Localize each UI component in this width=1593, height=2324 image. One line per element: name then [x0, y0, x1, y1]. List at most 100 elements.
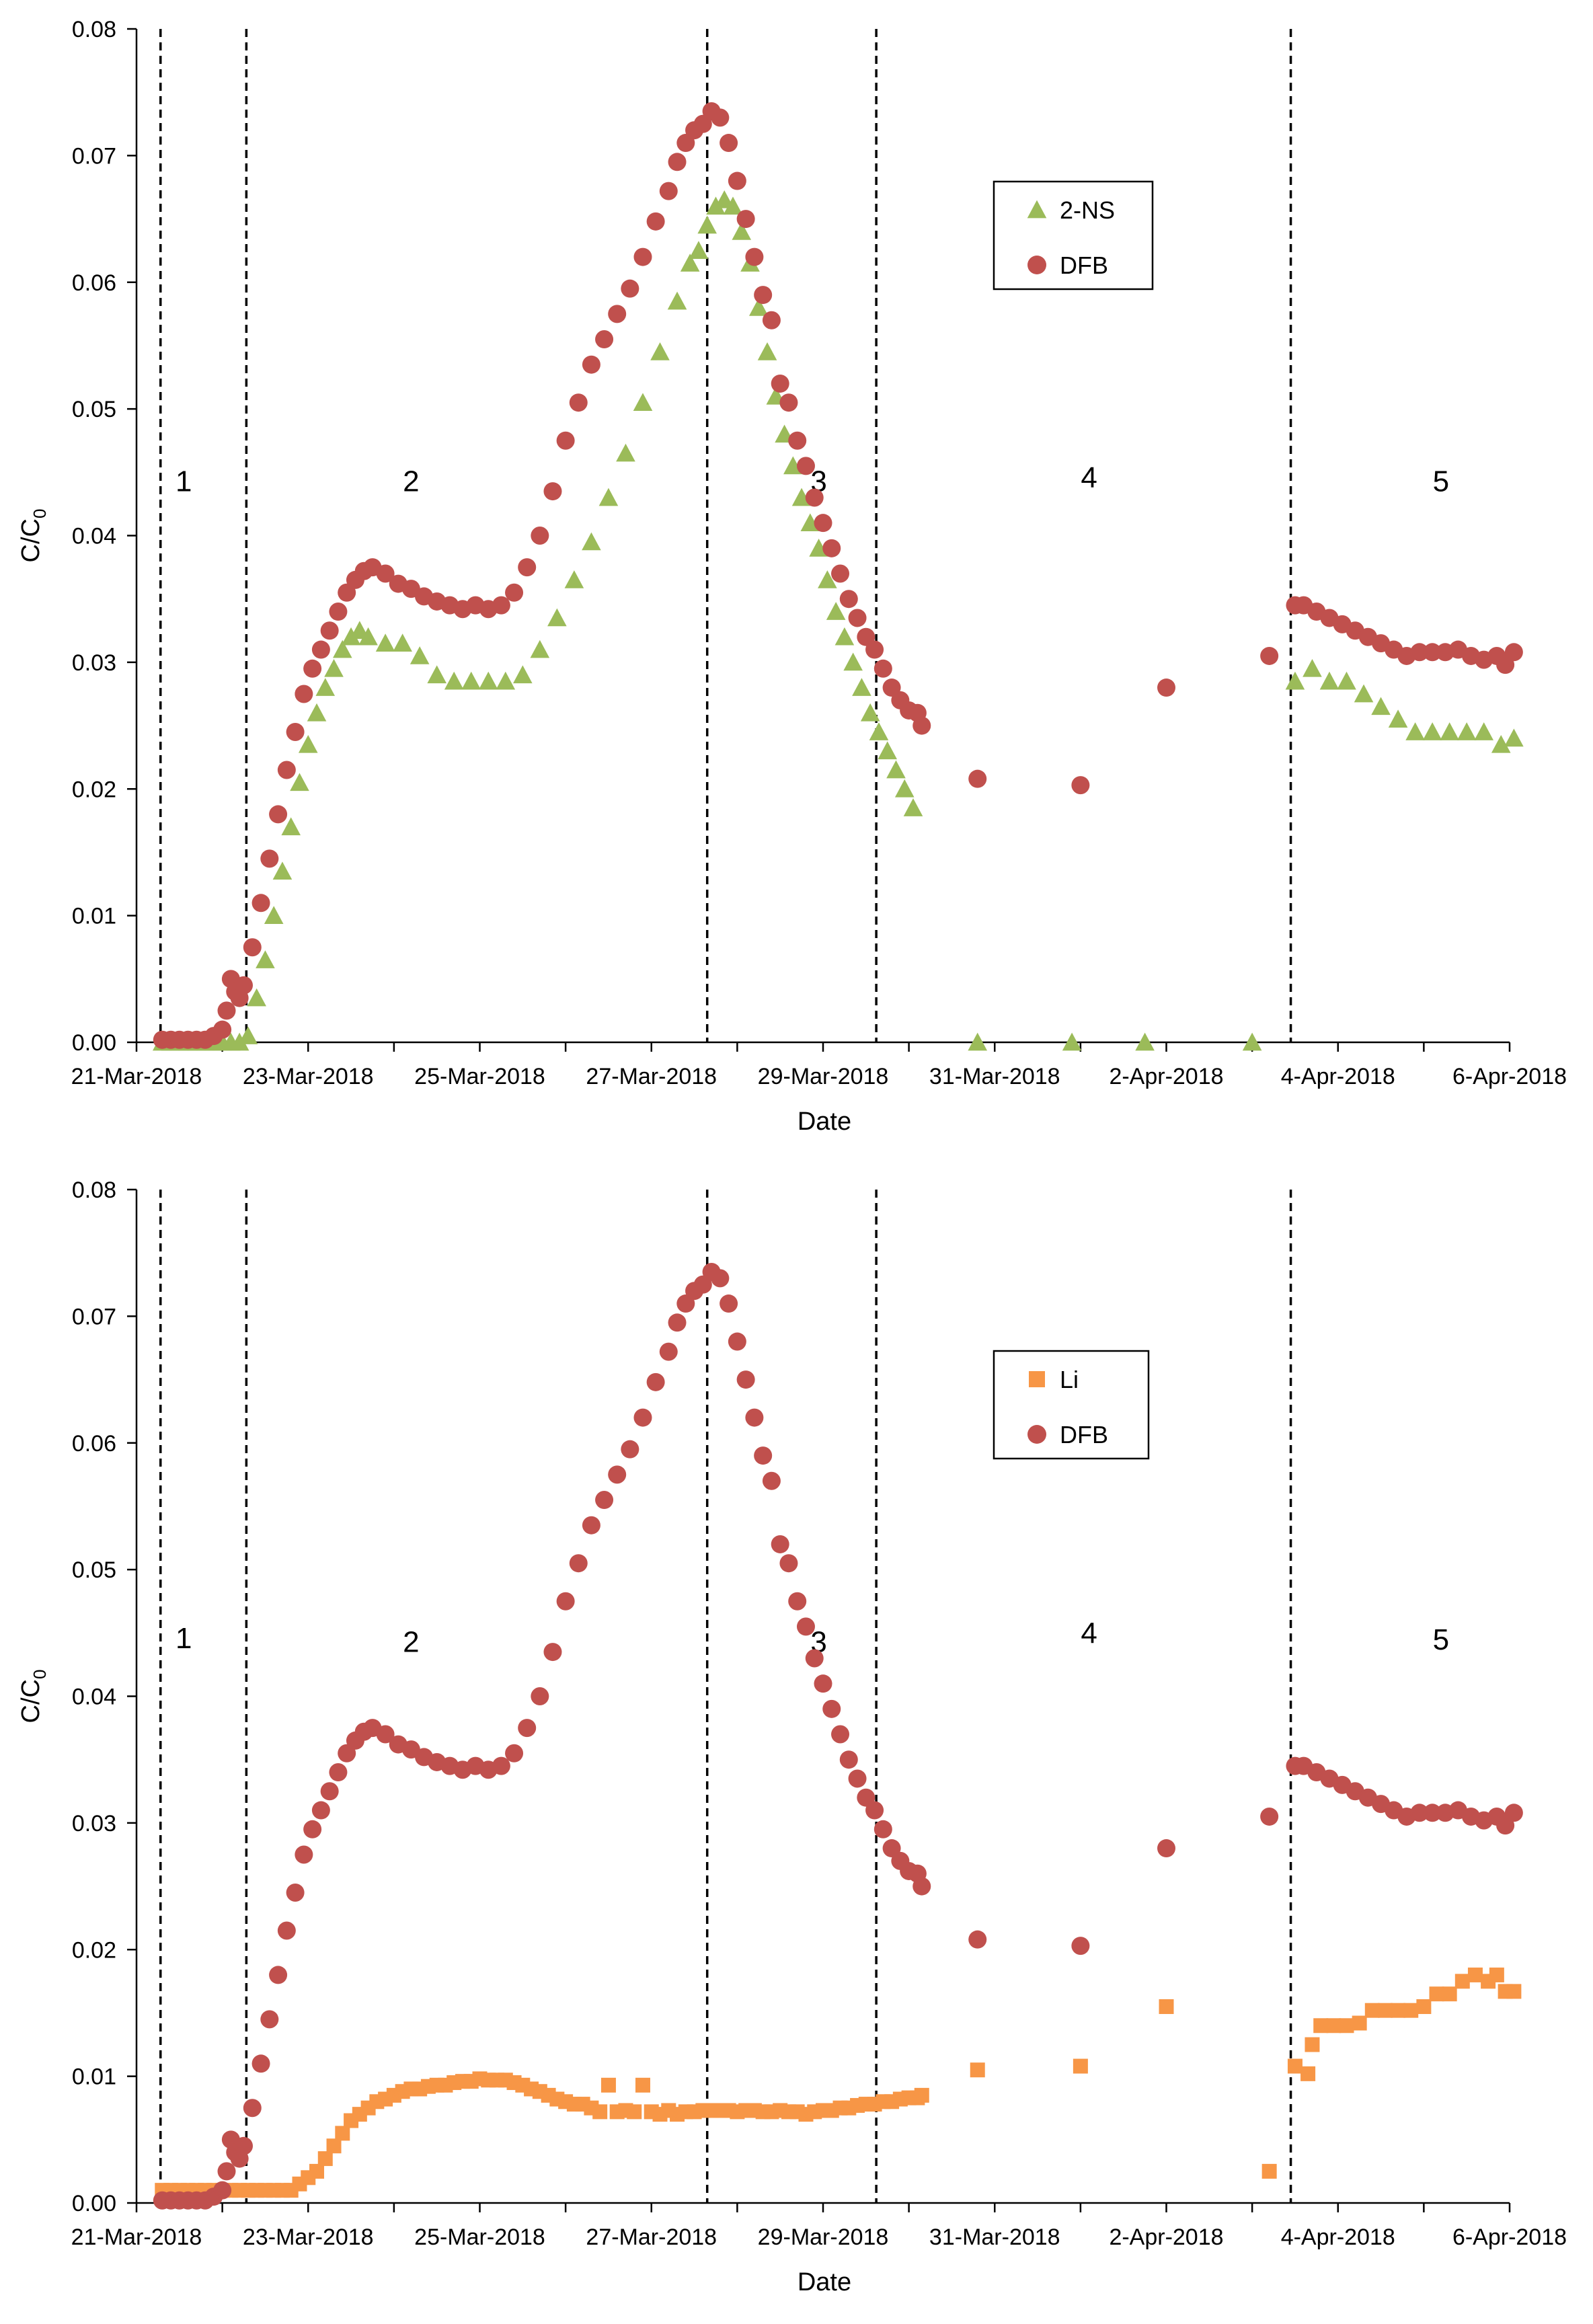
- data-point: [814, 1674, 832, 1693]
- data-point: [970, 2062, 985, 2078]
- data-point: [1305, 2037, 1320, 2052]
- data-point: [667, 291, 687, 310]
- data-point: [621, 279, 639, 298]
- data-point: [771, 1535, 789, 1553]
- data-point: [903, 798, 923, 816]
- data-point: [826, 602, 846, 620]
- legend-marker: [1027, 1425, 1046, 1444]
- data-point: [796, 1617, 815, 1636]
- data-point: [1159, 1999, 1174, 2015]
- data-point: [1157, 679, 1175, 697]
- data-point: [247, 988, 266, 1007]
- data-point: [693, 1275, 712, 1294]
- data-point: [1454, 1974, 1470, 1989]
- series-li: [155, 1967, 1522, 2198]
- y-tick-label: 0.01: [72, 2064, 116, 2090]
- y-tick-label: 0.05: [72, 397, 116, 422]
- data-point: [723, 196, 743, 215]
- data-point: [646, 1372, 665, 1391]
- data-point: [564, 570, 584, 588]
- data-point: [1410, 1804, 1429, 1822]
- data-point: [635, 2077, 650, 2093]
- data-point: [531, 527, 549, 545]
- y-tick-label: 0.08: [72, 1177, 116, 1203]
- data-point: [243, 2099, 262, 2118]
- data-point: [1071, 776, 1090, 795]
- data-point: [311, 1801, 330, 1820]
- data-point: [492, 1756, 510, 1775]
- data-point: [213, 2181, 232, 2200]
- data-point: [235, 976, 254, 995]
- data-point: [720, 1294, 738, 1313]
- data-point: [621, 1440, 639, 1459]
- y-tick-label: 0.03: [72, 650, 116, 676]
- data-point: [1285, 671, 1305, 690]
- data-point: [492, 596, 510, 615]
- data-point: [286, 722, 305, 741]
- data-point: [650, 342, 670, 360]
- data-point: [1377, 2003, 1393, 2018]
- data-point: [805, 488, 824, 507]
- data-point: [213, 1020, 232, 1039]
- data-point: [1405, 722, 1425, 740]
- phase-label: 5: [1433, 465, 1449, 498]
- data-point: [1474, 722, 1494, 740]
- data-point: [295, 685, 313, 703]
- data-point: [1371, 697, 1391, 715]
- data-point: [264, 906, 284, 924]
- legend-label: DFB: [1060, 1421, 1108, 1448]
- y-tick-label: 0.03: [72, 1811, 116, 1836]
- data-point: [531, 1687, 549, 1705]
- x-tick-label: 23-Mar-2018: [243, 1064, 374, 1089]
- data-point: [822, 1699, 841, 1718]
- data-point: [1261, 2163, 1277, 2179]
- data-point: [269, 805, 288, 824]
- data-point: [338, 1744, 356, 1763]
- data-point: [608, 1465, 627, 1484]
- data-point: [309, 2163, 325, 2179]
- y-axis-title: C/C0: [17, 509, 50, 563]
- data-point: [831, 564, 850, 583]
- data-point: [711, 108, 730, 127]
- x-tick-label: 21-Mar-2018: [71, 1064, 202, 1089]
- data-point: [912, 1877, 931, 1896]
- y-tick-label: 0.02: [72, 777, 116, 802]
- data-point: [914, 2087, 929, 2103]
- data-point: [251, 894, 270, 913]
- data-point: [326, 2138, 342, 2154]
- data-point: [728, 1332, 746, 1351]
- data-point: [882, 679, 901, 697]
- y-tick-label: 0.06: [72, 270, 116, 296]
- data-point: [582, 532, 601, 551]
- data-point: [1496, 1816, 1515, 1835]
- data-point: [427, 665, 446, 684]
- data-point: [1260, 646, 1279, 665]
- data-point: [582, 1516, 600, 1535]
- data-point: [834, 627, 855, 646]
- data-point: [788, 1592, 807, 1611]
- x-tick-label: 29-Mar-2018: [758, 2224, 889, 2250]
- data-point: [286, 1883, 305, 1902]
- data-point: [320, 1782, 339, 1801]
- data-point: [616, 443, 635, 462]
- data-point: [582, 355, 600, 374]
- series-dfb: [153, 102, 1523, 1049]
- y-tick-label: 0.07: [72, 1304, 116, 1329]
- data-point: [1287, 2058, 1303, 2074]
- data-point: [341, 627, 361, 646]
- y-tick-label: 0.04: [72, 524, 116, 549]
- data-point: [762, 1471, 781, 1490]
- data-point: [1403, 2003, 1419, 2018]
- x-axis-title: Date: [798, 1108, 851, 1136]
- data-point: [646, 212, 665, 231]
- data-point: [689, 241, 709, 260]
- data-point: [303, 1820, 322, 1838]
- data-point: [968, 769, 987, 788]
- data-point: [1429, 1986, 1444, 2002]
- data-point: [1242, 1032, 1262, 1051]
- data-point: [290, 773, 309, 791]
- chart-top: 0.00 0.01 0.02 0.03 0.04 0.05 0.06 0.07 0.08 21-M…: [17, 17, 1567, 1136]
- y-tick-label: 0.00: [72, 2191, 116, 2216]
- data-point: [805, 1649, 824, 1668]
- data-point: [633, 1408, 652, 1427]
